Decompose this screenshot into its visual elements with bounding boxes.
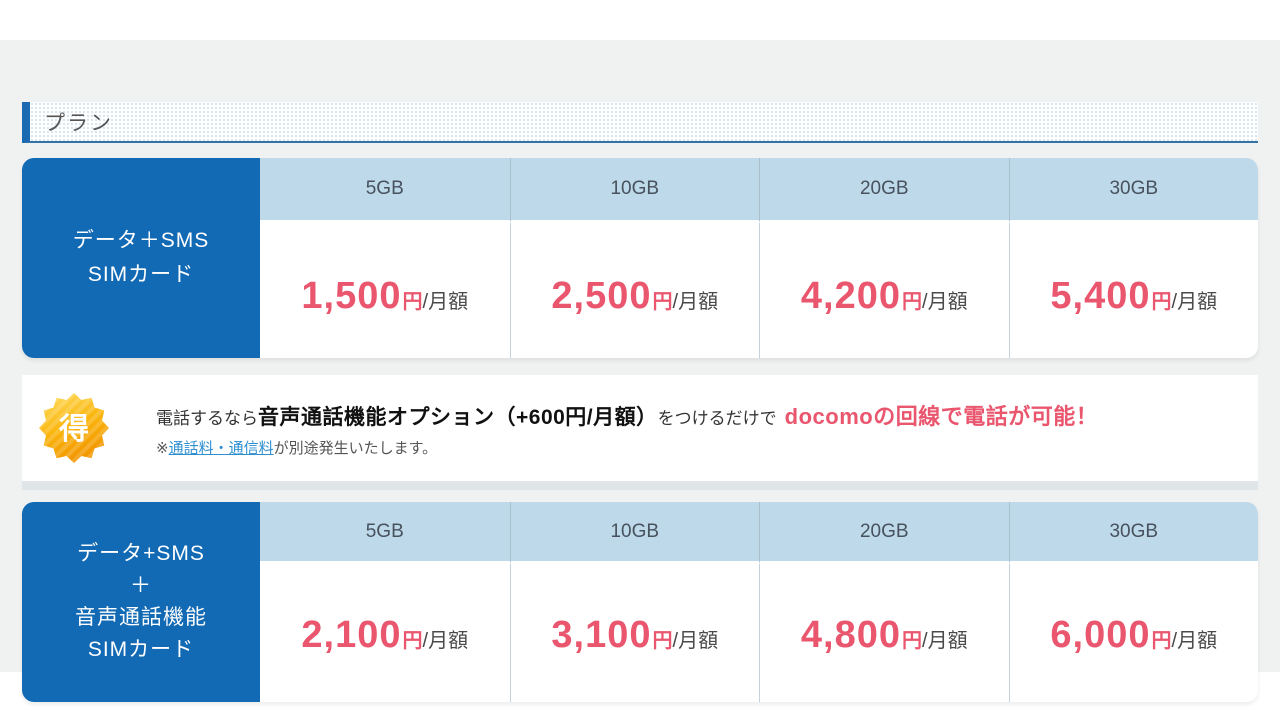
- column-header-10gb: 10GB: [509, 502, 759, 564]
- price-unit: 円: [652, 291, 673, 313]
- column-header-5gb: 5GB: [260, 502, 510, 564]
- plan-name-cell: データ+SMS ＋ 音声通話機能 SIMカード: [22, 502, 260, 702]
- price-unit: 円: [902, 630, 923, 652]
- column-header-10gb: 10GB: [509, 158, 759, 223]
- price-amount: 4,800: [800, 614, 902, 656]
- price-suffix: /月額: [922, 630, 968, 652]
- price-unit: 円: [402, 291, 423, 313]
- price-suffix: /月額: [922, 291, 968, 313]
- plan-section: プラン データ＋SMS SIMカード 5GB 10GB 20GB 30GB 1,…: [0, 40, 1280, 702]
- badge-label: 得: [58, 413, 89, 446]
- price-amount: 5,400: [1050, 275, 1151, 317]
- column-header-30gb: 30GB: [1008, 158, 1258, 223]
- price-cell: 3,100 円/月額: [509, 564, 759, 702]
- plan-name-cell: データ＋SMS SIMカード: [22, 158, 260, 358]
- price-cell: 6,000 円/月額: [1008, 564, 1258, 702]
- data-sms-plan-table: データ＋SMS SIMカード 5GB 10GB 20GB 30GB 1,500 円…: [22, 158, 1258, 358]
- price-cell: 2,500 円/月額: [509, 223, 759, 358]
- callout-main-line: 電話するなら 音声通話機能オプション（+600円/月額） をつけるだけで doc…: [156, 399, 1098, 431]
- note-suffix: が別途発生いたします。: [273, 439, 438, 457]
- column-header-30gb: 30GB: [1008, 502, 1258, 564]
- price-cell: 5,400 円/月額: [1008, 223, 1258, 358]
- price-cell: 4,200 円/月額: [759, 223, 1009, 358]
- price-amount: 2,100: [301, 614, 402, 656]
- callout-text: 電話するなら 音声通話機能オプション（+600円/月額） をつけるだけで doc…: [156, 399, 1098, 458]
- column-header-5gb: 5GB: [260, 158, 510, 223]
- voice-plan-table: データ+SMS ＋ 音声通話機能 SIMカード 5GB 10GB 20GB 30…: [22, 502, 1258, 702]
- price-amount: 2,500: [551, 275, 652, 317]
- callout-text-normal: をつけるだけで: [657, 408, 777, 428]
- fees-link[interactable]: 通話料・通信料: [168, 439, 274, 457]
- column-header-20gb: 20GB: [759, 158, 1009, 223]
- price-unit: 円: [402, 630, 423, 652]
- price-unit: 円: [902, 291, 923, 313]
- price-cell: 2,100 円/月額: [260, 564, 510, 702]
- starburst-icon: 得: [39, 393, 109, 463]
- callout-note: ※通話料・通信料が別途発生いたします。: [156, 437, 1098, 458]
- section-heading: プラン: [22, 102, 1258, 143]
- price-suffix: /月額: [422, 630, 469, 652]
- plan-name-line: ＋: [130, 574, 152, 597]
- column-header-20gb: 20GB: [759, 502, 1009, 564]
- price-suffix: /月額: [672, 291, 719, 313]
- callout-text-bold: 音声通話機能オプション（+600円/月額）: [258, 405, 658, 429]
- plan-name-line: 音声通話機能: [75, 606, 207, 629]
- price-cell: 1,500 円/月額: [260, 223, 510, 358]
- price-amount: 1,500: [301, 275, 402, 317]
- voice-option-callout: 得 電話するなら 音声通話機能オプション（+600円/月額） をつけるだけで d…: [22, 375, 1258, 490]
- price-unit: 円: [652, 630, 673, 652]
- plan-name-line: データ+SMS: [77, 542, 205, 565]
- toku-badge: 得: [38, 392, 110, 464]
- price-amount: 6,000: [1050, 614, 1151, 656]
- price-suffix: /月額: [1171, 291, 1218, 313]
- price-cell: 4,800 円/月額: [759, 564, 1009, 702]
- price-suffix: /月額: [672, 630, 719, 652]
- price-amount: 3,100: [551, 614, 652, 656]
- callout-text-highlight: docomoの回線で電話が可能！: [784, 403, 1099, 429]
- price-unit: 円: [1151, 291, 1172, 313]
- price-amount: 4,200: [800, 275, 902, 317]
- callout-text-normal: 電話するなら: [156, 408, 258, 428]
- price-suffix: /月額: [1171, 630, 1218, 652]
- plan-name-line: SIMカード: [87, 263, 195, 286]
- note-prefix: ※: [156, 439, 169, 457]
- plan-name-line: データ＋SMS: [72, 229, 210, 252]
- plan-name-line: SIMカード: [87, 638, 195, 661]
- price-unit: 円: [1151, 630, 1172, 652]
- section-title: プラン: [44, 111, 113, 135]
- price-suffix: /月額: [422, 291, 469, 313]
